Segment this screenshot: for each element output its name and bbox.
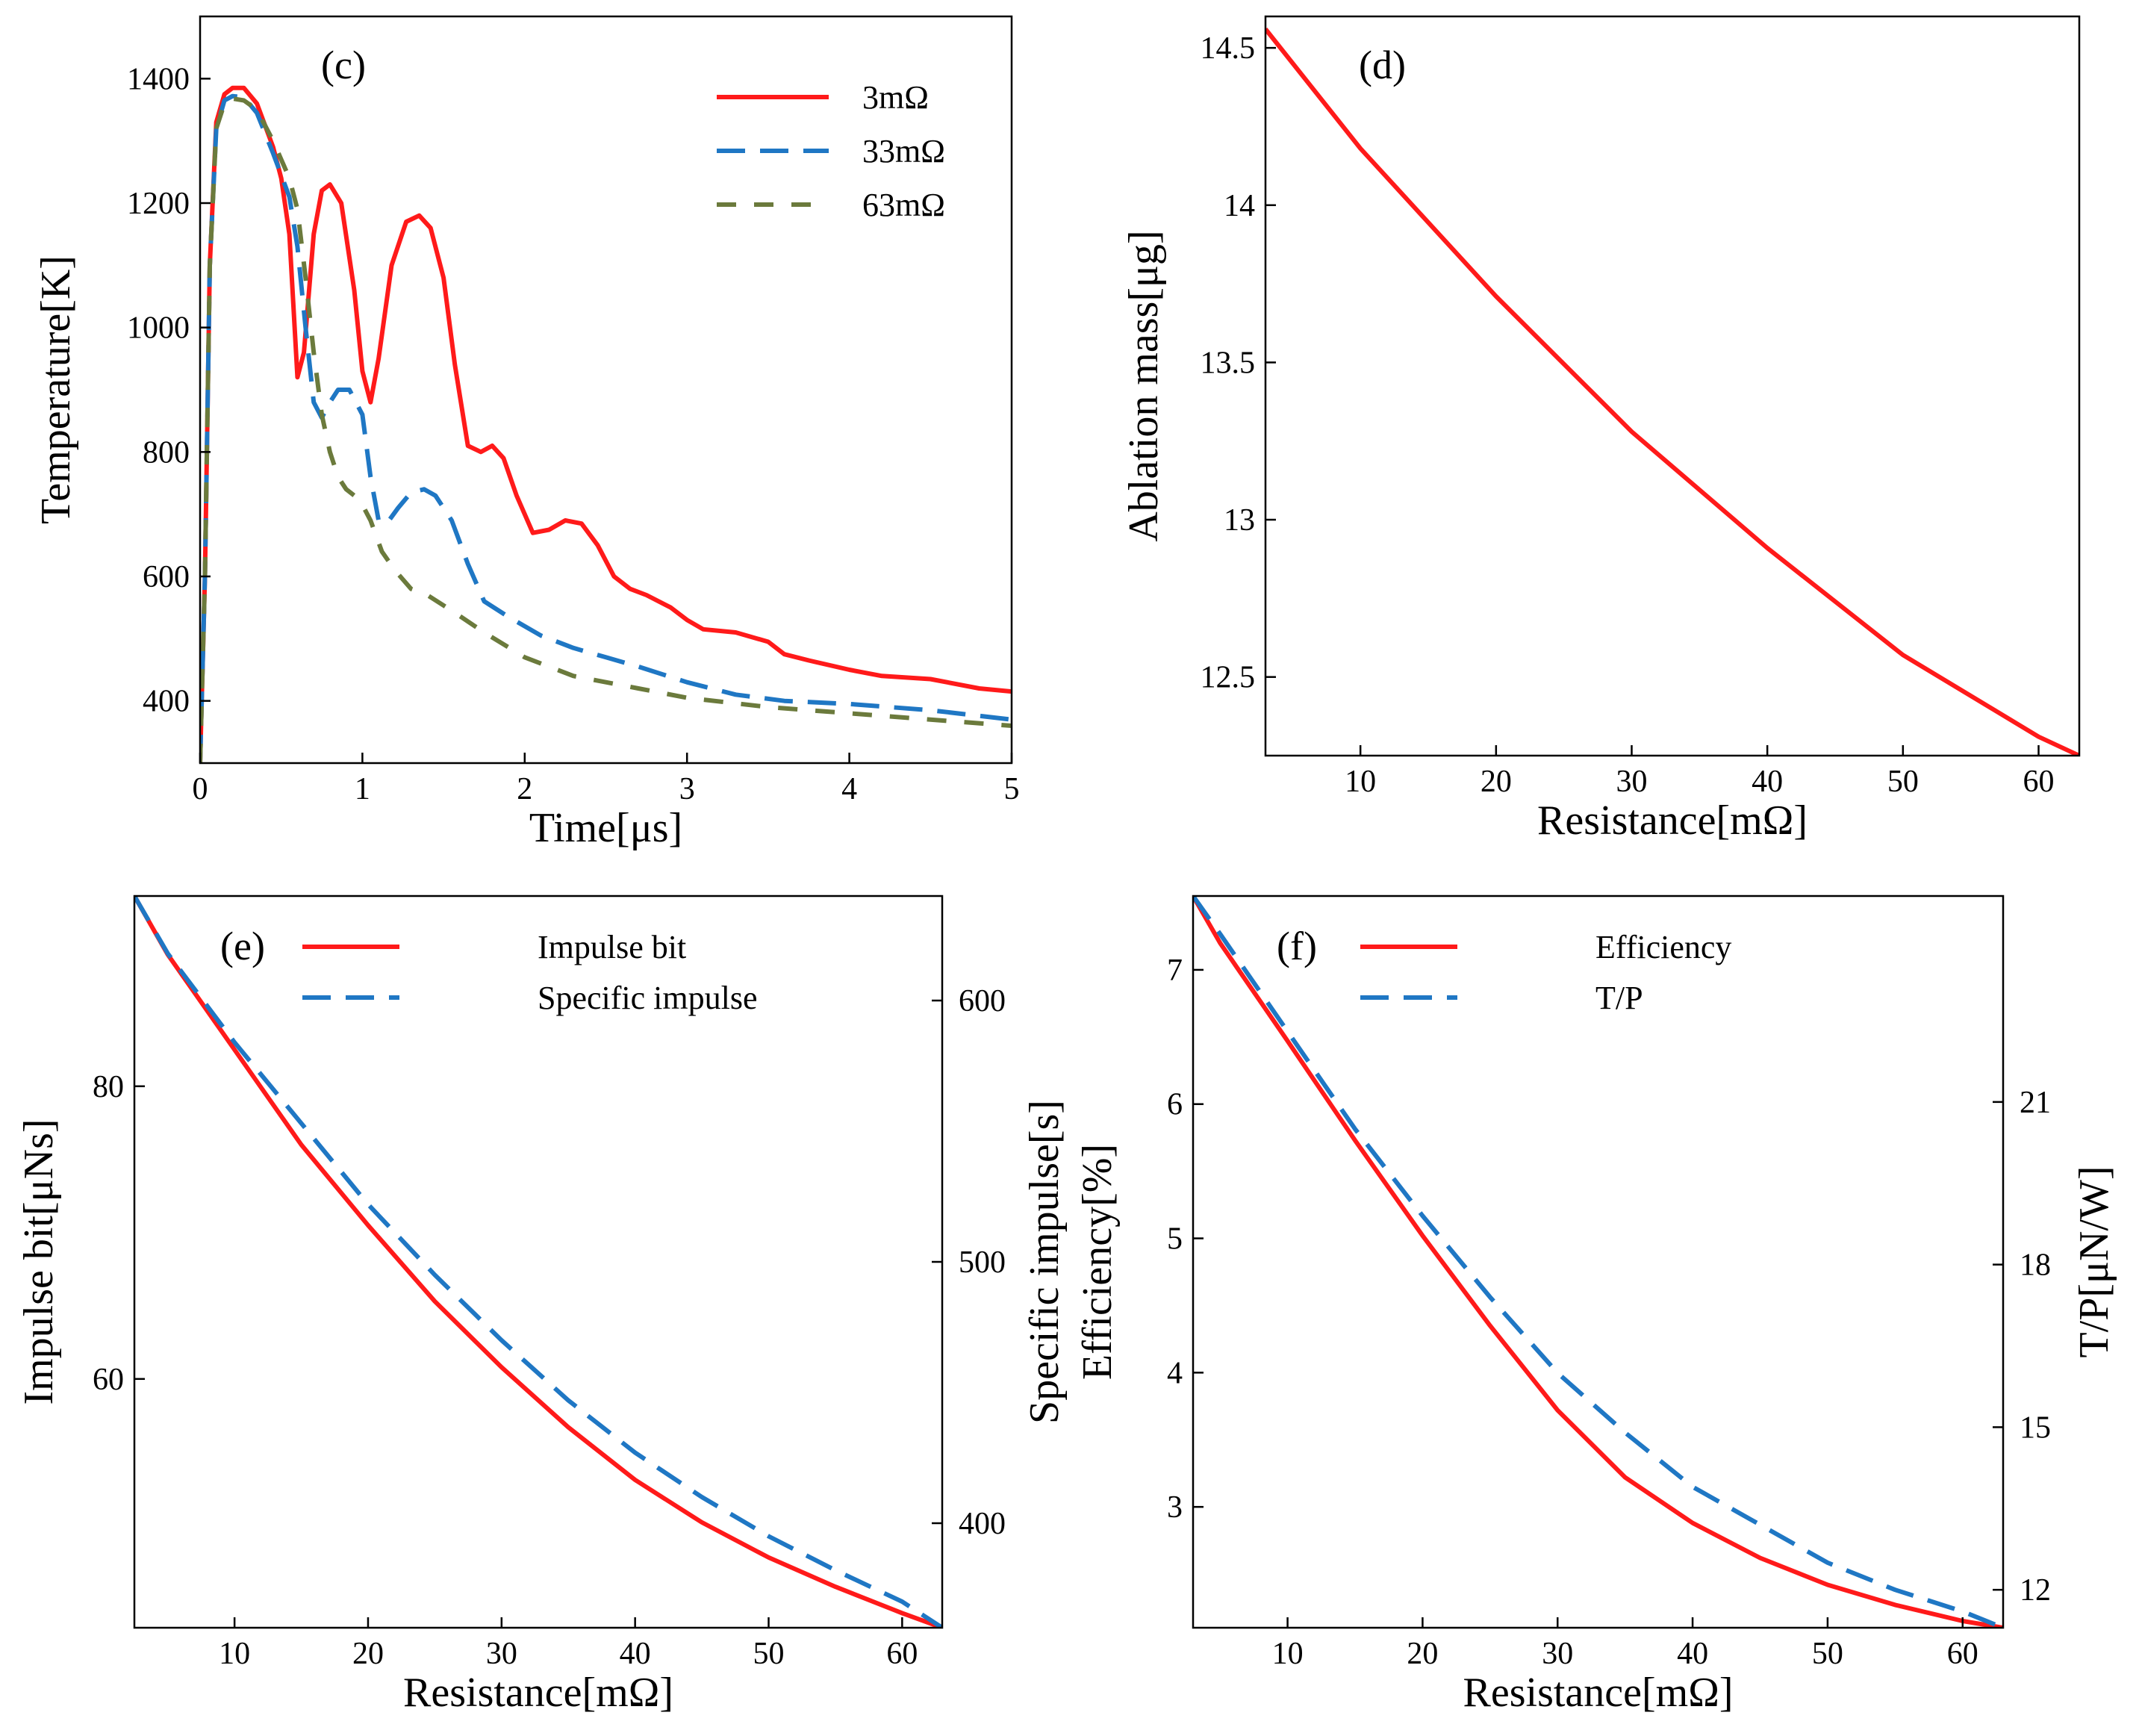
y2-axis-label: T/P[μN/W] [2071,1166,2117,1357]
series-line-63m- [200,96,1012,763]
plot-frame [199,15,1013,765]
x-tick-label: 60 [1947,1637,1978,1671]
x-axis-label: Resistance[mΩ] [403,1670,673,1716]
x-tick-label: 2 [517,772,532,806]
y-axis-label: Impulse bit[μNs] [16,1119,62,1404]
y-tick-label: 13.5 [1201,346,1256,380]
x-tick-label: 5 [1004,772,1020,806]
series-line-efficiency [1193,896,2003,1628]
y-tick-label: 1200 [127,187,190,221]
x-tick-label: 60 [886,1637,918,1671]
y-tick-label: 400 [143,685,190,719]
y-tick-label: 7 [1167,953,1183,988]
x-tick-label: 4 [841,772,857,806]
y-tick-label: 6 [1167,1088,1183,1122]
x-tick-label: 10 [1272,1637,1304,1671]
x-tick-label: 30 [486,1637,517,1671]
y2-tick-label: 15 [2020,1410,2051,1445]
x-tick-label: 40 [620,1637,651,1671]
y-tick-label: 14 [1224,189,1255,223]
y-tick-label: 60 [93,1363,124,1397]
x-tick-label: 20 [1407,1637,1438,1671]
series-line-impulse-bit [134,896,942,1628]
x-tick-label: 3 [679,772,695,806]
x-tick-label: 10 [1345,765,1376,799]
y-tick-label: 5 [1167,1222,1183,1257]
x-axis-label: Resistance[mΩ] [1537,797,1808,844]
legend-label: T/P [1595,980,1643,1016]
y-tick-label: 13 [1224,503,1255,538]
x-tick-label: 50 [753,1637,785,1671]
y-tick-label: 1000 [127,311,190,346]
x-axis-label: Resistance[mΩ] [1463,1670,1734,1716]
y-tick-label: 80 [93,1070,124,1104]
y2-tick-label: 18 [2020,1248,2051,1283]
y2-tick-label: 400 [959,1507,1006,1541]
x-tick-label: 30 [1616,765,1648,799]
plot-frame [1264,15,2081,757]
x-tick-label: 20 [1481,765,1512,799]
legend-label: 3mΩ [862,79,929,116]
y2-tick-label: 600 [959,984,1006,1018]
y-tick-label: 1400 [127,62,190,96]
y2-tick-label: 12 [2020,1573,2051,1608]
legend: Efficiency T/P [1360,929,1731,1016]
legend: 3mΩ 33mΩ 63mΩ [717,79,945,223]
chart-panel-3: 10 20 30 40 50 60 60 80 400 500 600 Resistance[mΩ] I… [16,895,1068,1716]
x-tick-label: 30 [1542,1637,1573,1671]
x-tick-label: 10 [219,1637,250,1671]
x-tick-label: 50 [1887,765,1919,799]
y-tick-label: 800 [143,435,190,470]
y2-axis-label: Specific impulse[s] [1021,1100,1068,1424]
y-tick-label: 12.5 [1201,661,1256,695]
panel-label: (c) [321,43,366,87]
y2-tick-label: 500 [959,1245,1006,1280]
y2-tick-label: 21 [2020,1086,2051,1120]
x-tick-label: 1 [355,772,370,806]
y-axis-label: Efficiency[%] [1074,1144,1121,1380]
y-tick-label: 3 [1167,1490,1183,1525]
x-tick-label: 40 [1677,1637,1708,1671]
x-tick-label: 20 [352,1637,384,1671]
legend-label: Impulse bit [538,929,686,965]
series-line-ablation-mass [1265,28,2079,756]
legend: Impulse bit Specific impulse [302,929,758,1016]
y-axis-label: Temperature[K] [33,255,79,524]
x-tick-label: 50 [1812,1637,1843,1671]
chart-panel-4: 10 20 30 40 50 60 3 4 5 6 7 12 15 18 21 Resistance[mΩ] E… [1074,895,2117,1716]
plot-frame [1192,895,2005,1629]
panel-label: (d) [1359,43,1406,87]
x-axis-label: Time[μs] [529,805,682,851]
legend-label: Specific impulse [538,980,758,1016]
series-line-specific-impulse [134,896,942,1628]
x-tick-label: 60 [2023,765,2055,799]
y-tick-label: 4 [1167,1356,1183,1390]
panel-label: (f) [1277,924,1317,968]
y-tick-label: 600 [143,560,190,594]
legend-label: 33mΩ [862,133,945,169]
panel-label: (e) [220,924,265,968]
x-tick-label: 40 [1752,765,1783,799]
legend-label: 63mΩ [862,187,945,223]
y-axis-label: Ablation mass[μg] [1121,230,1167,541]
chart-panel-1: 0 1 2 3 4 5 400 600 800 1000 1200 1400 Time[μs] Tempe… [33,15,1020,851]
y-tick-label: 14.5 [1201,31,1256,66]
x-tick-label: 0 [193,772,208,806]
chart-panel-2: 10 20 30 40 50 60 12.5 13 13.5 14 14.5 Resistance[m… [1121,15,2081,844]
series-line-t-p [1193,896,2003,1628]
legend-label: Efficiency [1595,929,1731,965]
